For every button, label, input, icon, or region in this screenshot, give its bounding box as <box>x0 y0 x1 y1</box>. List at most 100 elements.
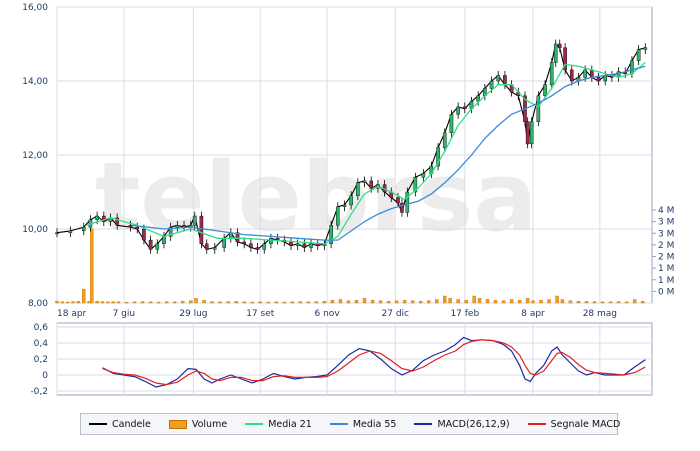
candle-body <box>405 191 410 213</box>
x-tick-label: 7 giu <box>113 309 136 319</box>
legend-swatch <box>168 419 187 429</box>
candle-body <box>442 132 447 148</box>
macd-y-tick-label: 0,6 <box>34 323 49 333</box>
candle-body <box>204 243 209 250</box>
price-y-tick-label: 10,00 <box>22 225 48 235</box>
volume-bar <box>640 300 645 304</box>
candle-body <box>329 225 333 245</box>
candle-body <box>148 239 153 250</box>
macd-panel: 0,6 0,4 0,2 0 -0,2 <box>30 322 653 397</box>
candle-body <box>557 43 562 48</box>
candle-body <box>155 243 160 250</box>
volume-bar <box>555 295 559 304</box>
volume-bar <box>330 300 335 304</box>
volume-bar <box>576 300 581 304</box>
volume-bar <box>362 298 367 304</box>
volume-bar <box>100 301 105 304</box>
legend-label: Media 21 <box>268 418 312 430</box>
candle-body <box>436 147 440 167</box>
price-y-tick-label: 16,00 <box>22 3 48 13</box>
legend-swatch <box>89 423 107 425</box>
volume-bar <box>298 301 303 304</box>
x-tick-label: 17 feb <box>450 309 479 319</box>
volume-bar <box>632 299 637 304</box>
x-tick-label: 28 mag <box>583 309 617 319</box>
candle-body <box>590 69 594 78</box>
candle-body <box>192 215 197 226</box>
candle-body <box>603 75 608 82</box>
volume-y-tick-label: 2 M <box>658 253 674 263</box>
volume-bar <box>485 299 490 304</box>
volume-bar <box>95 300 99 304</box>
volume-bar <box>456 299 460 304</box>
candle-body <box>449 114 454 134</box>
legend-label: Candele <box>112 418 151 430</box>
volume-bar <box>140 301 145 304</box>
volume-y-tick-label: 2 M <box>658 241 674 251</box>
volume-bar <box>314 301 319 304</box>
volume-bar <box>378 300 383 304</box>
candle-body <box>335 206 340 226</box>
volume-bar <box>418 300 423 304</box>
volume-bar <box>493 300 498 304</box>
legend-label: Media 55 <box>352 418 397 430</box>
volume-bar <box>443 295 447 304</box>
volume-y-tick-label: 1 M <box>658 264 674 274</box>
volume-bar <box>616 301 621 304</box>
volume-bar <box>124 301 129 304</box>
volume-bar <box>322 300 327 304</box>
volume-y-ticks: 4 M3 M3 M2 M2 M1 M1 M0 M <box>652 206 674 297</box>
volume-bar <box>346 300 351 304</box>
candle-body <box>68 230 73 233</box>
legend-item: Media 21 <box>245 419 312 430</box>
macd-grid <box>56 323 652 395</box>
volume-bar <box>560 299 565 304</box>
legend-item: Candele <box>89 419 151 430</box>
macd-y-ticks: 0,6 0,4 0,2 0 -0,2 <box>30 323 48 397</box>
volume-bar <box>592 301 597 304</box>
candle-body <box>396 197 400 204</box>
candle-body <box>242 241 246 244</box>
watermark: telebrsa <box>95 143 537 253</box>
volume-y-tick-label: 3 M <box>658 229 674 239</box>
candle-body <box>212 247 217 250</box>
volume-bar <box>266 301 270 304</box>
volume-bar <box>509 299 514 304</box>
volume-y-tick-label: 4 M <box>658 206 674 216</box>
volume-bar <box>180 300 185 304</box>
candle-body <box>128 225 133 228</box>
legend-swatch <box>245 423 264 425</box>
candle-body <box>583 69 587 78</box>
price-panel: 16,00 14,00 12,00 10,00 8,00 4 M 3 M3 M 2 M 2 M… <box>22 3 674 309</box>
candle-body <box>476 95 480 102</box>
candle-body <box>309 243 313 248</box>
volume-bar <box>234 301 238 304</box>
volume-bar <box>501 300 506 304</box>
candle-body <box>421 173 426 178</box>
x-tick-label: 6 nov <box>315 309 341 319</box>
candle-body <box>275 238 280 241</box>
legend-label: MACD(26,12,9) <box>437 418 510 430</box>
candle-body <box>413 176 418 193</box>
candle-body <box>553 43 558 63</box>
series-line-macd-26-12-9- <box>102 336 646 388</box>
volume-bar <box>148 301 153 304</box>
x-axis: 18 apr 7 giu 29 lug 17 set 6 nov 27 dic 17 feb… <box>57 309 617 319</box>
candle-body <box>549 62 554 85</box>
volume-bar <box>156 301 161 304</box>
candle-body <box>142 228 146 241</box>
candle-body <box>289 241 293 246</box>
candle-body <box>349 195 353 206</box>
volume-bar <box>547 299 551 304</box>
legend-item: Volume <box>168 419 227 430</box>
volume-bar <box>525 298 530 304</box>
volume-bar <box>354 300 359 304</box>
macd-y-tick-label: 0,2 <box>34 355 48 365</box>
volume-bar <box>106 301 110 304</box>
candle-body <box>295 243 300 246</box>
volume-bar <box>164 301 169 304</box>
volume-bar <box>111 301 115 304</box>
legend-label: Segnale MACD <box>550 418 621 430</box>
price-y-tick-label: 12,00 <box>22 151 48 161</box>
